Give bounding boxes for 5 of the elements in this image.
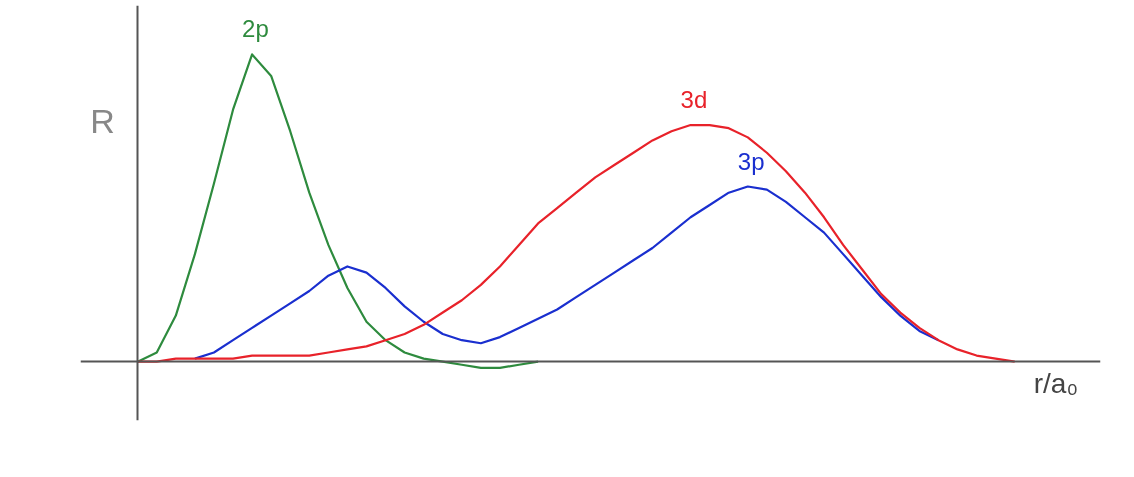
- series-label: 2p: [242, 15, 269, 43]
- x-axis-title: r/a₀: [1033, 367, 1079, 399]
- y-axis-title: R: [90, 102, 115, 141]
- series-label: 3p: [737, 147, 765, 175]
- series-label: 3d: [680, 86, 708, 114]
